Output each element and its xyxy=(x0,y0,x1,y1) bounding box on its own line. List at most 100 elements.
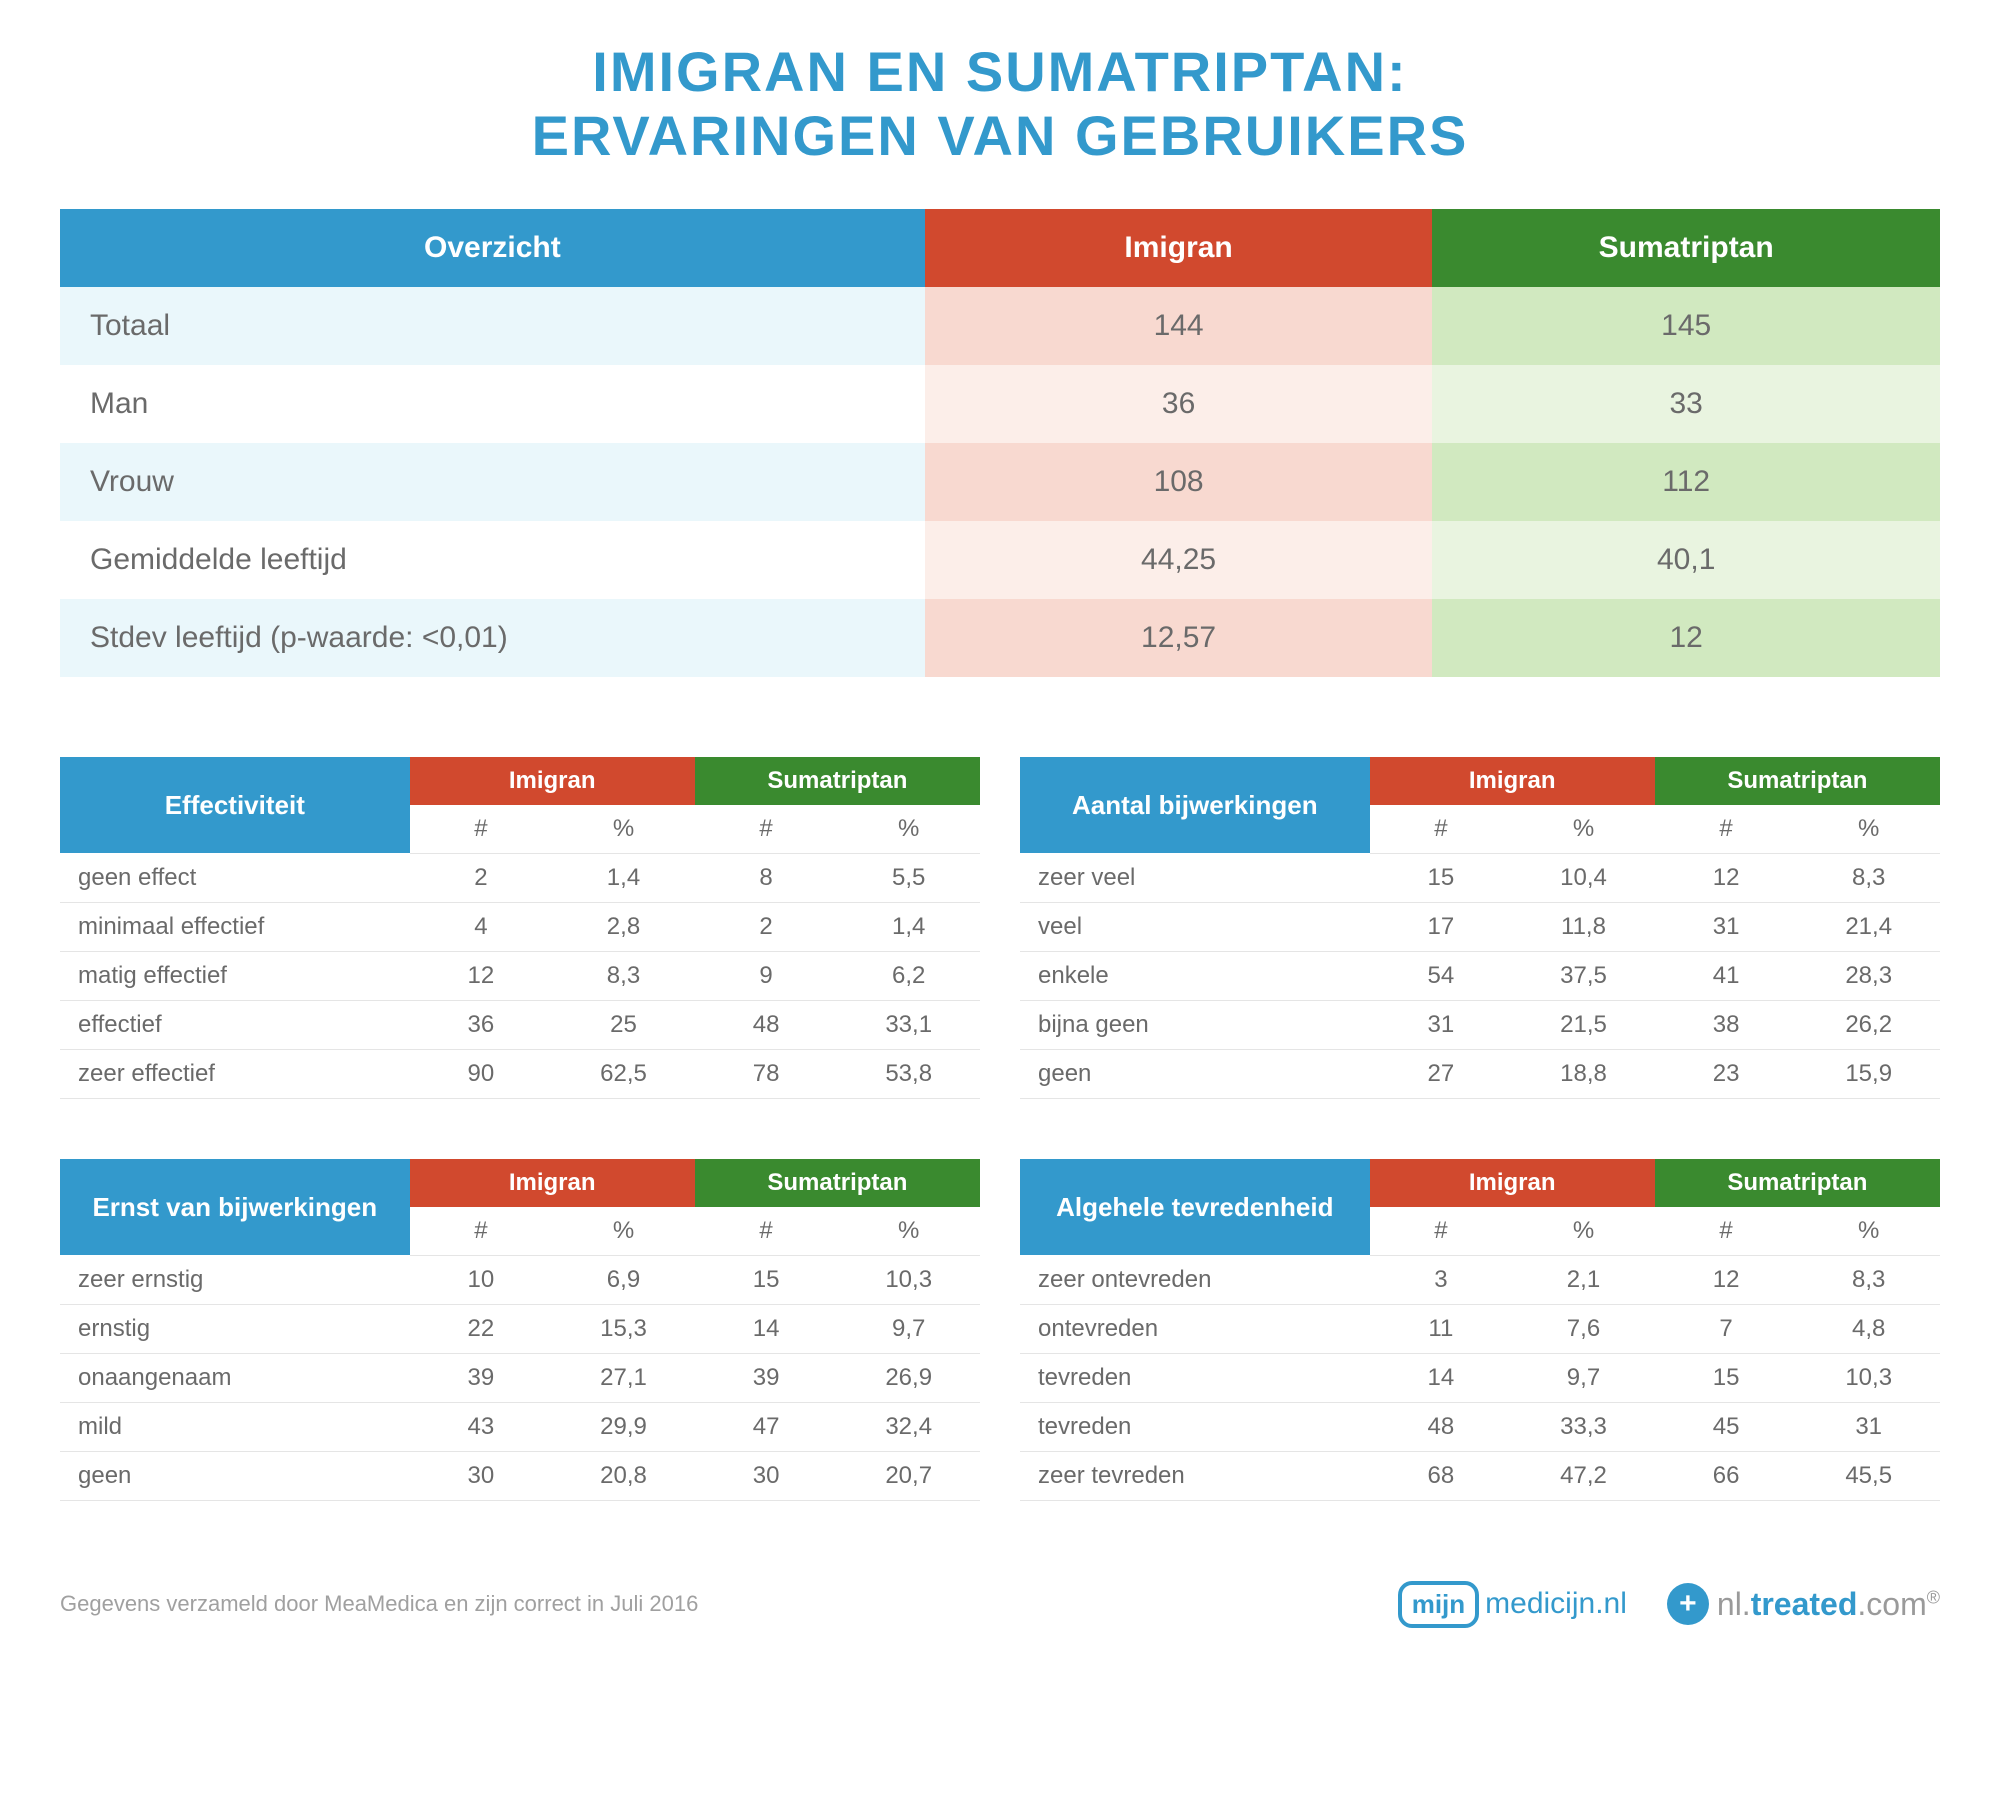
overview-row-imigran: 12,57 xyxy=(925,599,1433,677)
cell-imigran-percent: 62,5 xyxy=(552,1049,695,1098)
table-row: effectief36254833,1 xyxy=(60,1000,980,1049)
subhead-percent: % xyxy=(1797,1207,1940,1256)
cell-imigran-percent: 27,1 xyxy=(552,1353,695,1402)
table-row: bijna geen3121,53826,2 xyxy=(1020,1000,1940,1049)
row-label: geen effect xyxy=(60,853,410,902)
title-line-2: ERVARINGEN VAN GEBRUIKERS xyxy=(532,104,1469,167)
row-label: zeer effectief xyxy=(60,1049,410,1098)
table-row: tevreden4833,34531 xyxy=(1020,1402,1940,1451)
logo-treated-prefix: nl. xyxy=(1717,1586,1751,1622)
cell-imigran-count: 36 xyxy=(410,1000,553,1049)
row-label: ontevreden xyxy=(1020,1304,1370,1353)
overview-header-sumatriptan: Sumatriptan xyxy=(1432,209,1940,287)
table-effectiviteit: EffectiviteitImigranSumatriptan#%#%geen … xyxy=(60,757,980,1099)
cell-sumatriptan-percent: 20,7 xyxy=(837,1451,980,1500)
overview-row-imigran: 108 xyxy=(925,443,1433,521)
cell-imigran-percent: 33,3 xyxy=(1512,1402,1655,1451)
logo-mijn-text: medicijn.nl xyxy=(1485,1587,1627,1621)
small-table: Ernst van bijwerkingenImigranSumatriptan… xyxy=(60,1159,980,1501)
row-label: enkele xyxy=(1020,951,1370,1000)
row-label: zeer ernstig xyxy=(60,1255,410,1304)
cell-imigran-percent: 29,9 xyxy=(552,1402,695,1451)
overview-row-sumatriptan: 40,1 xyxy=(1432,521,1940,599)
cell-imigran-percent: 20,8 xyxy=(552,1451,695,1500)
cell-imigran-count: 22 xyxy=(410,1304,553,1353)
logo-treated-icon: + xyxy=(1667,1583,1709,1625)
overview-row-sumatriptan: 112 xyxy=(1432,443,1940,521)
subhead-count: # xyxy=(410,1207,553,1256)
cell-sumatriptan-percent: 8,3 xyxy=(1797,1255,1940,1304)
cell-imigran-percent: 6,9 xyxy=(552,1255,695,1304)
logo-treated: + nl.treated.com® xyxy=(1667,1583,1940,1625)
cell-sumatriptan-count: 66 xyxy=(1655,1451,1798,1500)
cell-imigran-percent: 37,5 xyxy=(1512,951,1655,1000)
subhead-percent: % xyxy=(837,805,980,854)
cell-sumatriptan-count: 30 xyxy=(695,1451,838,1500)
small-table-header-sumatriptan: Sumatriptan xyxy=(695,757,980,805)
cell-imigran-count: 31 xyxy=(1370,1000,1513,1049)
row-label: ernstig xyxy=(60,1304,410,1353)
cell-sumatriptan-percent: 5,5 xyxy=(837,853,980,902)
cell-imigran-count: 90 xyxy=(410,1049,553,1098)
overview-row: Totaal144145 xyxy=(60,287,1940,365)
cell-sumatriptan-percent: 10,3 xyxy=(837,1255,980,1304)
cell-sumatriptan-percent: 6,2 xyxy=(837,951,980,1000)
table-row: ontevreden117,674,8 xyxy=(1020,1304,1940,1353)
page-title: IMIGRAN EN SUMATRIPTAN: ERVARINGEN VAN G… xyxy=(60,40,1940,169)
cell-sumatriptan-percent: 9,7 xyxy=(837,1304,980,1353)
overview-row-sumatriptan: 145 xyxy=(1432,287,1940,365)
cell-sumatriptan-percent: 26,9 xyxy=(837,1353,980,1402)
row-label: zeer ontevreden xyxy=(1020,1255,1370,1304)
table-bijwerkingen-aantal: Aantal bijwerkingenImigranSumatriptan#%#… xyxy=(1020,757,1940,1099)
cell-sumatriptan-percent: 53,8 xyxy=(837,1049,980,1098)
overview-row-sumatriptan: 33 xyxy=(1432,365,1940,443)
cell-imigran-count: 30 xyxy=(410,1451,553,1500)
overview-row-label: Stdev leeftijd (p-waarde: <0,01) xyxy=(60,599,925,677)
table-tevredenheid: Algehele tevredenheidImigranSumatriptan#… xyxy=(1020,1159,1940,1501)
cell-imigran-count: 10 xyxy=(410,1255,553,1304)
cell-sumatriptan-count: 15 xyxy=(695,1255,838,1304)
overview-row-label: Vrouw xyxy=(60,443,925,521)
cell-sumatriptan-percent: 1,4 xyxy=(837,902,980,951)
table-row: enkele5437,54128,3 xyxy=(1020,951,1940,1000)
cell-imigran-percent: 7,6 xyxy=(1512,1304,1655,1353)
cell-sumatriptan-count: 48 xyxy=(695,1000,838,1049)
small-table: Algehele tevredenheidImigranSumatriptan#… xyxy=(1020,1159,1940,1501)
overview-row: Gemiddelde leeftijd44,2540,1 xyxy=(60,521,1940,599)
small-table-title: Ernst van bijwerkingen xyxy=(60,1159,410,1256)
subhead-percent: % xyxy=(1797,805,1940,854)
small-table-header-sumatriptan: Sumatriptan xyxy=(1655,757,1940,805)
logo-mijnmedicijn: mijnmedicijn.nl xyxy=(1398,1581,1627,1628)
cell-sumatriptan-count: 2 xyxy=(695,902,838,951)
small-table-title: Effectiviteit xyxy=(60,757,410,854)
overview-body: Totaal144145Man3633Vrouw108112Gemiddelde… xyxy=(60,287,1940,677)
logo-treated-reg: ® xyxy=(1927,1587,1940,1607)
subhead-count: # xyxy=(1655,1207,1798,1256)
tables-grid: EffectiviteitImigranSumatriptan#%#%geen … xyxy=(60,757,1940,1501)
footer: Gegevens verzameld door MeaMedica en zij… xyxy=(60,1581,1940,1628)
cell-sumatriptan-count: 47 xyxy=(695,1402,838,1451)
cell-imigran-percent: 11,8 xyxy=(1512,902,1655,951)
row-label: mild xyxy=(60,1402,410,1451)
overview-header-category: Overzicht xyxy=(60,209,925,287)
cell-imigran-count: 14 xyxy=(1370,1353,1513,1402)
cell-sumatriptan-percent: 32,4 xyxy=(837,1402,980,1451)
title-line-1: IMIGRAN EN SUMATRIPTAN: xyxy=(592,40,1407,103)
table-row: zeer effectief9062,57853,8 xyxy=(60,1049,980,1098)
small-table: EffectiviteitImigranSumatriptan#%#%geen … xyxy=(60,757,980,1099)
cell-imigran-percent: 1,4 xyxy=(552,853,695,902)
logo-treated-main: treated xyxy=(1751,1586,1858,1622)
cell-sumatriptan-percent: 45,5 xyxy=(1797,1451,1940,1500)
cell-imigran-count: 3 xyxy=(1370,1255,1513,1304)
row-label: onaangenaam xyxy=(60,1353,410,1402)
cell-sumatriptan-percent: 15,9 xyxy=(1797,1049,1940,1098)
overview-row: Man3633 xyxy=(60,365,1940,443)
row-label: geen xyxy=(1020,1049,1370,1098)
logos: mijnmedicijn.nl + nl.treated.com® xyxy=(1398,1581,1940,1628)
small-table-header-sumatriptan: Sumatriptan xyxy=(695,1159,980,1207)
row-label: zeer tevreden xyxy=(1020,1451,1370,1500)
cell-imigran-count: 11 xyxy=(1370,1304,1513,1353)
cell-imigran-percent: 2,1 xyxy=(1512,1255,1655,1304)
table-row: mild4329,94732,4 xyxy=(60,1402,980,1451)
subhead-percent: % xyxy=(1512,1207,1655,1256)
